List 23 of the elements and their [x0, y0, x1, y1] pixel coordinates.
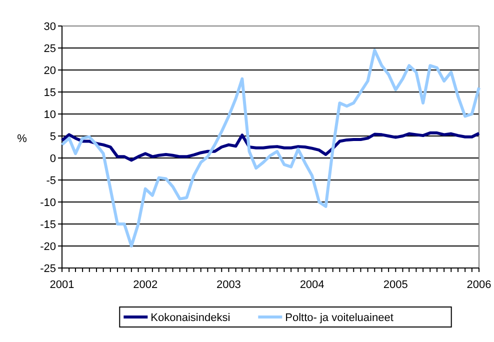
- x-tick-label: 2006: [466, 279, 492, 291]
- y-tick-label: 15: [44, 86, 56, 99]
- y-tick-label: 25: [44, 42, 56, 55]
- y-tick-label: -25: [40, 262, 56, 275]
- y-tick-label: -15: [40, 218, 56, 231]
- legend-label: Poltto- ja voiteluaineet: [285, 312, 394, 324]
- y-tick-label: -20: [40, 240, 56, 253]
- y-tick-label: -10: [40, 196, 56, 209]
- x-tick-label: 2002: [133, 279, 158, 291]
- line-series: [60, 131, 480, 162]
- y-axis-title: %: [17, 132, 28, 145]
- y-tick-label: 20: [44, 64, 56, 77]
- y-tick-label: 5: [50, 130, 56, 143]
- x-tick-label: 2003: [216, 279, 241, 291]
- y-tick-label: 30: [44, 20, 56, 33]
- legend-label: Kokonaisindeksi: [150, 312, 230, 324]
- x-tick-label: 2005: [383, 279, 408, 291]
- x-tick-label: 2001: [50, 279, 74, 291]
- x-tick-label: 2004: [300, 279, 324, 291]
- y-tick-label: 0: [50, 152, 56, 165]
- y-tick-label: 10: [44, 108, 56, 121]
- y-tick-label: -5: [46, 174, 56, 187]
- line-series: [60, 48, 480, 248]
